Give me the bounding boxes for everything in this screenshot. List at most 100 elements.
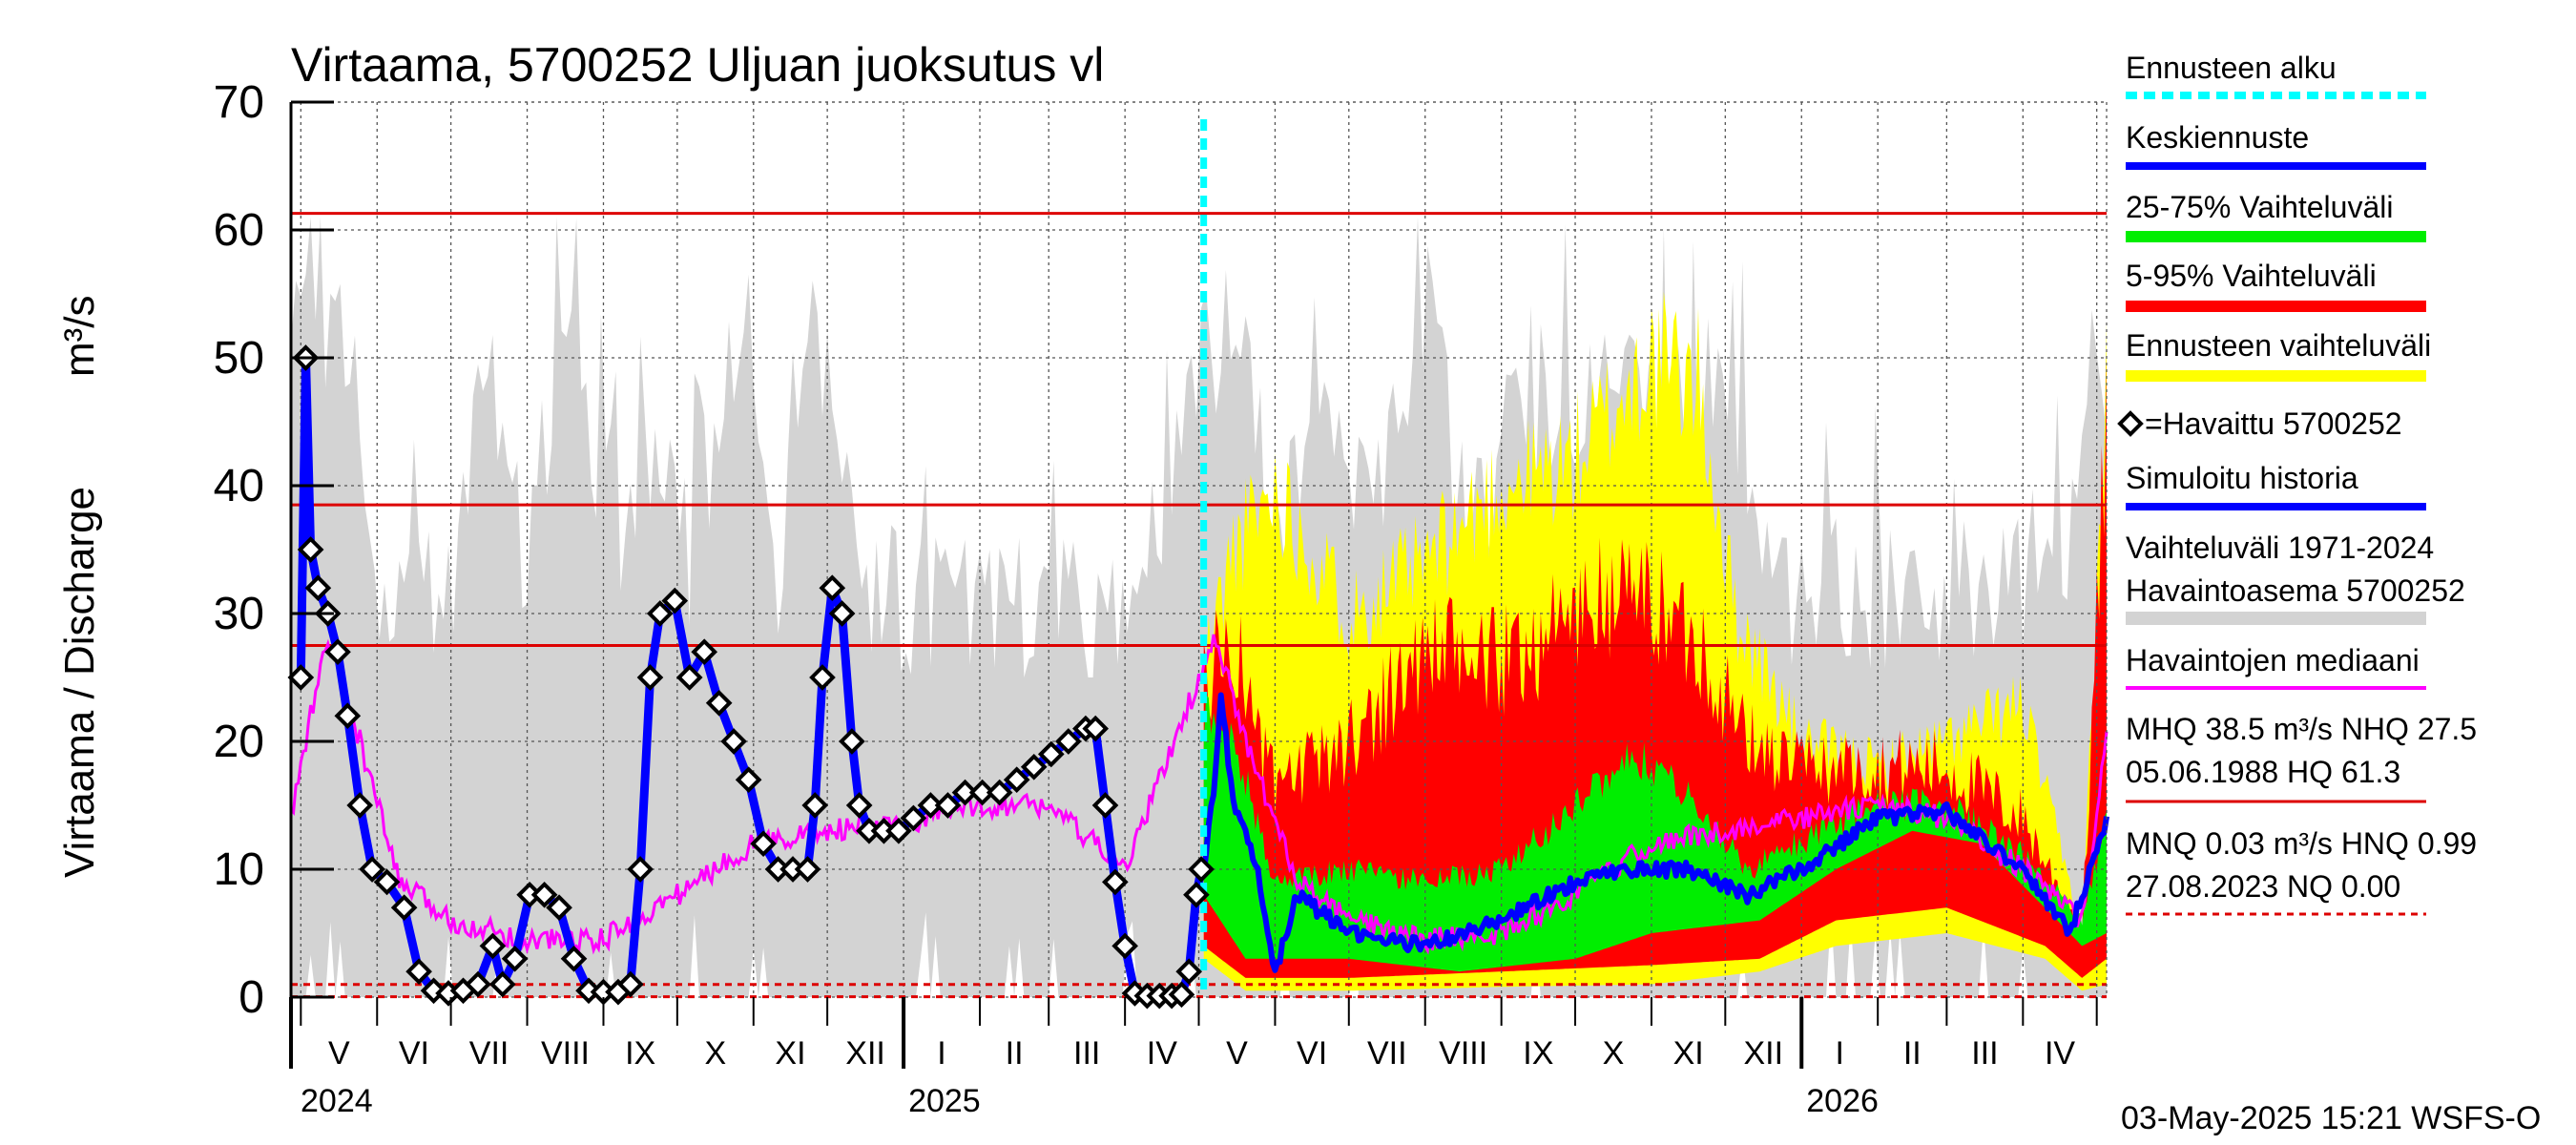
observed-point-40 xyxy=(801,792,829,819)
observed-point-34 xyxy=(720,728,747,755)
y-tick-label-2: 20 xyxy=(214,717,264,767)
legend-high-label-2: 05.06.1988 HQ 61.3 xyxy=(2126,755,2400,789)
observed-point-55 xyxy=(1003,766,1030,794)
y-tick-label-6: 60 xyxy=(214,205,264,256)
observed-point-11 xyxy=(405,958,432,986)
year-label-2: 2026 xyxy=(1806,1083,1879,1119)
observed-point-28 xyxy=(636,664,664,691)
y-tick-label-4: 40 xyxy=(214,461,264,511)
observed-point-70 xyxy=(1183,881,1210,908)
observed-point-26 xyxy=(617,970,644,998)
observed-point-21 xyxy=(546,894,572,922)
y-tick-label-3: 30 xyxy=(214,589,264,639)
observed-point-54 xyxy=(986,779,1013,806)
observed-point-56 xyxy=(1020,753,1048,781)
observed-point-32 xyxy=(691,638,718,666)
median-line xyxy=(289,634,2109,955)
observed-point-43 xyxy=(828,600,856,627)
observed-point-51 xyxy=(934,792,962,819)
timestamp-label: 03-May-2025 15:21 WSFS-O xyxy=(2121,1100,2541,1136)
y-tick-label-5: 50 xyxy=(214,333,264,384)
observed-point-31 xyxy=(675,664,703,691)
legend-range-label-2: Havaintoasema 5700252 xyxy=(2126,573,2465,608)
observed-point-29 xyxy=(646,600,674,627)
month-label-1: VI xyxy=(399,1035,429,1072)
observed-point-15 xyxy=(465,970,491,998)
observed-point-18 xyxy=(501,945,529,972)
observed-point-17 xyxy=(488,970,516,998)
observed-point-35 xyxy=(735,766,762,794)
month-label-23: IV xyxy=(2045,1035,2075,1072)
observed-point-20 xyxy=(530,881,558,908)
month-label-13: VI xyxy=(1297,1035,1327,1072)
observed-point-44 xyxy=(839,728,865,755)
observed-point-9 xyxy=(373,868,401,896)
legend-range-label-1: Vaihteluväli 1971-2024 xyxy=(2126,531,2434,565)
observed-point-33 xyxy=(705,689,733,717)
month-label-5: X xyxy=(704,1035,726,1072)
observed-point-49 xyxy=(900,804,927,832)
legend-5-95-label: 5-95% Vaihteluväli xyxy=(2126,259,2377,293)
month-label-3: VIII xyxy=(541,1035,590,1072)
legend-observed-marker xyxy=(2117,410,2144,437)
legend-median-label: Havaintojen mediaani xyxy=(2126,643,2420,677)
year-label-1: 2025 xyxy=(908,1083,981,1119)
observed-point-30 xyxy=(661,587,689,614)
legend-low-label-2: 27.08.2023 NQ 0.00 xyxy=(2126,869,2400,904)
month-label-21: II xyxy=(1903,1035,1922,1072)
observed-point-6 xyxy=(334,702,362,730)
observed-point-27 xyxy=(627,856,654,883)
observed-point-69 xyxy=(1175,958,1203,986)
legend-forecast-range-label: Ennusteen vaihteluväli xyxy=(2126,328,2431,363)
observed-point-52 xyxy=(951,779,979,806)
month-label-7: XII xyxy=(845,1035,885,1072)
observed-point-7 xyxy=(346,792,374,819)
y-tick-label-0: 0 xyxy=(239,972,264,1023)
observed-point-45 xyxy=(845,792,873,819)
observed-point-8 xyxy=(359,856,385,883)
month-label-10: III xyxy=(1073,1035,1100,1072)
month-label-4: IX xyxy=(625,1035,655,1072)
legend-observed-label: =Havaittu 5700252 xyxy=(2145,406,2402,441)
month-label-15: VIII xyxy=(1439,1035,1487,1072)
y-tick-label-7: 70 xyxy=(214,77,264,128)
observed-point-58 xyxy=(1055,728,1082,755)
observed-point-71 xyxy=(1188,856,1215,883)
month-label-11: IV xyxy=(1147,1035,1177,1072)
legend-low-label-1: MNQ 0.03 m³/s HNQ 0.99 xyxy=(2126,826,2477,861)
observed-point-68 xyxy=(1168,981,1195,1009)
observed-point-63 xyxy=(1111,932,1138,960)
month-label-8: I xyxy=(937,1035,945,1072)
month-label-19: XII xyxy=(1743,1035,1783,1072)
y-tick-label-1: 10 xyxy=(214,844,264,895)
month-label-12: V xyxy=(1226,1035,1248,1072)
year-label-0: 2024 xyxy=(301,1083,373,1119)
month-label-20: I xyxy=(1835,1035,1843,1072)
chart-title: Virtaama, 5700252 Uljuan juoksutus vl xyxy=(291,38,1104,92)
observed-point-36 xyxy=(750,830,777,858)
observed-point-5 xyxy=(324,638,351,666)
observed-point-0 xyxy=(287,664,315,691)
month-label-14: VII xyxy=(1367,1035,1407,1072)
month-label-16: IX xyxy=(1523,1035,1553,1072)
month-label-2: VII xyxy=(469,1035,509,1072)
observed-point-57 xyxy=(1037,740,1065,768)
y-axis-label: Virtaama / Discharge xyxy=(56,487,103,878)
observed-point-22 xyxy=(560,945,588,972)
observed-point-39 xyxy=(794,856,821,883)
observed-point-41 xyxy=(809,664,836,691)
y-axis-unit: m³/s xyxy=(56,295,103,377)
observed-point-61 xyxy=(1091,792,1119,819)
observed-point-16 xyxy=(479,932,507,960)
observed-point-48 xyxy=(885,817,912,844)
month-label-9: II xyxy=(1006,1035,1024,1072)
month-label-22: III xyxy=(1971,1035,1998,1072)
legend-25-75-label: 25-75% Vaihteluväli xyxy=(2126,190,2393,224)
observed-point-10 xyxy=(390,894,418,922)
observed-point-2 xyxy=(297,536,324,563)
observed-point-53 xyxy=(968,779,996,806)
mean-forecast-line xyxy=(1200,692,2109,973)
observed-point-3 xyxy=(304,574,332,602)
observed-point-42 xyxy=(819,574,846,602)
